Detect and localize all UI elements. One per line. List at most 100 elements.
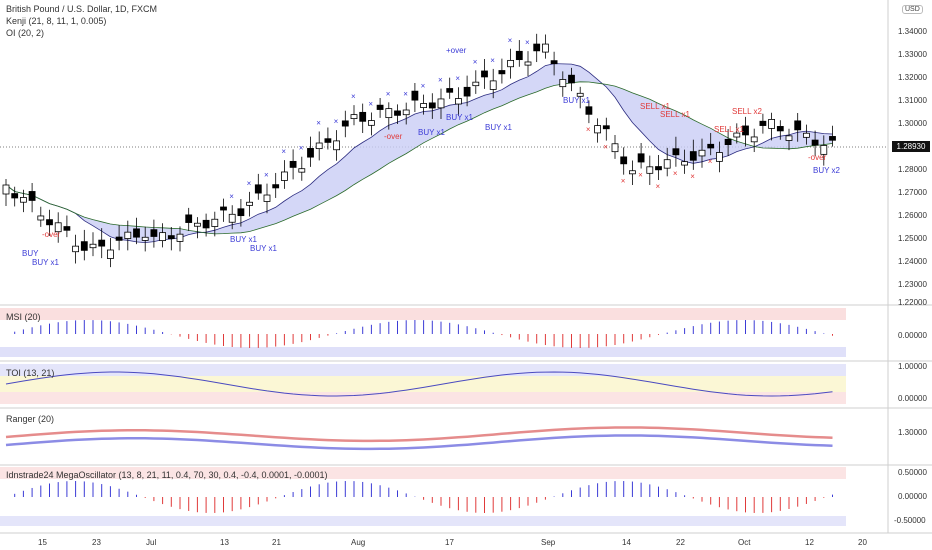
signal-markers: × × × × × × × × × × × × × × × × × × × × × × × × × × — [229, 36, 713, 201]
buy-label: BUY — [22, 249, 39, 258]
toi-title: TOI (13, 21) — [6, 368, 55, 378]
time-tick: Jul — [146, 538, 157, 547]
sell-x-marker: × — [656, 182, 661, 191]
kenji-indicator-label: Kenji (21, 8, 11, 1, 0.005) — [6, 16, 107, 26]
candle-body — [159, 232, 167, 242]
buy-x-marker: × — [229, 192, 234, 201]
candle-body — [359, 111, 367, 122]
candle-body — [402, 109, 410, 116]
buy-x-marker: × — [421, 82, 426, 91]
ranger-title: Ranger (20) — [6, 414, 55, 424]
msi-upper-band — [0, 308, 846, 320]
cloud-fast-line — [5, 63, 833, 244]
candle-body — [280, 171, 288, 181]
candle-body — [733, 132, 741, 138]
chart-grid — [0, 0, 932, 534]
buy-x-marker: × — [508, 36, 513, 45]
cloud-fill — [6, 63, 833, 243]
msi-title: MSI (20) — [6, 312, 41, 322]
candle-body — [446, 88, 454, 93]
candle-body — [498, 70, 506, 75]
candle-body — [785, 135, 793, 141]
ranger-lower-line — [5, 434, 833, 451]
candle-body — [646, 166, 654, 174]
buy-label: BUY x2 — [813, 166, 840, 175]
price-tick: 1.22000 — [898, 298, 927, 307]
candle-body — [385, 108, 393, 119]
buy-x-marker: × — [316, 118, 321, 127]
candle-body — [341, 120, 349, 127]
sell-x-marker: × — [603, 143, 608, 152]
candle-body — [768, 119, 775, 129]
price-tick: 1.25000 — [898, 234, 927, 243]
candle-body — [681, 161, 688, 166]
sell-label: SELL x2 — [732, 107, 762, 116]
candle-body — [542, 43, 549, 53]
candle-body — [89, 243, 97, 249]
mega-title: Idnstrade24 MegaOscillator (13, 8, 21, 1… — [6, 470, 328, 480]
candle-body — [185, 214, 193, 223]
toi-upper-band — [0, 364, 846, 376]
buy-x-marker: × — [490, 56, 495, 65]
msi-tick: 0.00000 — [898, 331, 927, 340]
candle-body — [37, 215, 45, 221]
mega-oscillator-pane[interactable] — [0, 467, 846, 526]
candle-body — [72, 245, 79, 253]
buy-x-marker: × — [351, 92, 356, 101]
buy-x-marker: × — [473, 57, 478, 66]
buy-label: BUY x1 — [230, 235, 257, 244]
buy-x-marker: × — [264, 171, 269, 180]
candle-body — [820, 145, 828, 155]
currency-badge[interactable]: USD — [902, 5, 923, 14]
candle-body — [228, 213, 236, 223]
candle-body — [394, 110, 401, 116]
candle-body — [19, 197, 27, 203]
candle-body — [550, 60, 558, 65]
time-tick: Aug — [351, 538, 366, 547]
price-tick: 1.26000 — [898, 211, 927, 220]
candle-body — [272, 184, 280, 189]
candle-body — [115, 236, 123, 241]
candle-body — [80, 241, 88, 251]
candle-body — [298, 168, 306, 173]
buy-x-marker: × — [299, 144, 304, 153]
ranger-tick: 1.30000 — [898, 428, 927, 437]
candle-body — [246, 201, 254, 206]
candle-body — [750, 136, 758, 143]
buy-x-marker: × — [247, 179, 252, 188]
candle-body — [202, 219, 210, 229]
candle-body — [620, 156, 628, 165]
mega-upper-band — [0, 467, 846, 479]
candle-body — [489, 80, 497, 90]
candle-body — [594, 125, 601, 134]
time-tick: Sep — [541, 538, 556, 547]
candle-body — [533, 43, 541, 52]
toi-tick: 1.00000 — [898, 362, 927, 371]
candle-body — [428, 102, 436, 109]
kenji-cloud — [5, 63, 833, 244]
time-tick: 13 — [220, 538, 229, 547]
sell-label: SELL x1 — [714, 125, 744, 134]
price-tick: 1.33000 — [898, 50, 927, 59]
candle-body — [263, 194, 271, 202]
candle-body — [472, 81, 480, 87]
candle-body — [237, 208, 245, 217]
candle-body — [463, 86, 471, 97]
time-tick: 17 — [445, 538, 454, 547]
toi-pane[interactable] — [0, 364, 846, 404]
candle-body — [350, 114, 358, 120]
sell-label: SELL x1 — [640, 102, 670, 111]
time-tick: 21 — [272, 538, 281, 547]
buy-label: BUY x1 — [250, 244, 277, 253]
candle-body — [655, 166, 662, 171]
candle-body — [54, 222, 62, 233]
candle-body — [11, 193, 19, 199]
mega-tick: 0.50000 — [898, 468, 927, 477]
msi-pane[interactable] — [0, 308, 846, 357]
candle-body — [376, 104, 384, 110]
candle-body — [411, 90, 419, 101]
candle-body — [289, 160, 297, 168]
candle-body — [220, 206, 227, 211]
ranger-pane[interactable] — [5, 426, 833, 451]
